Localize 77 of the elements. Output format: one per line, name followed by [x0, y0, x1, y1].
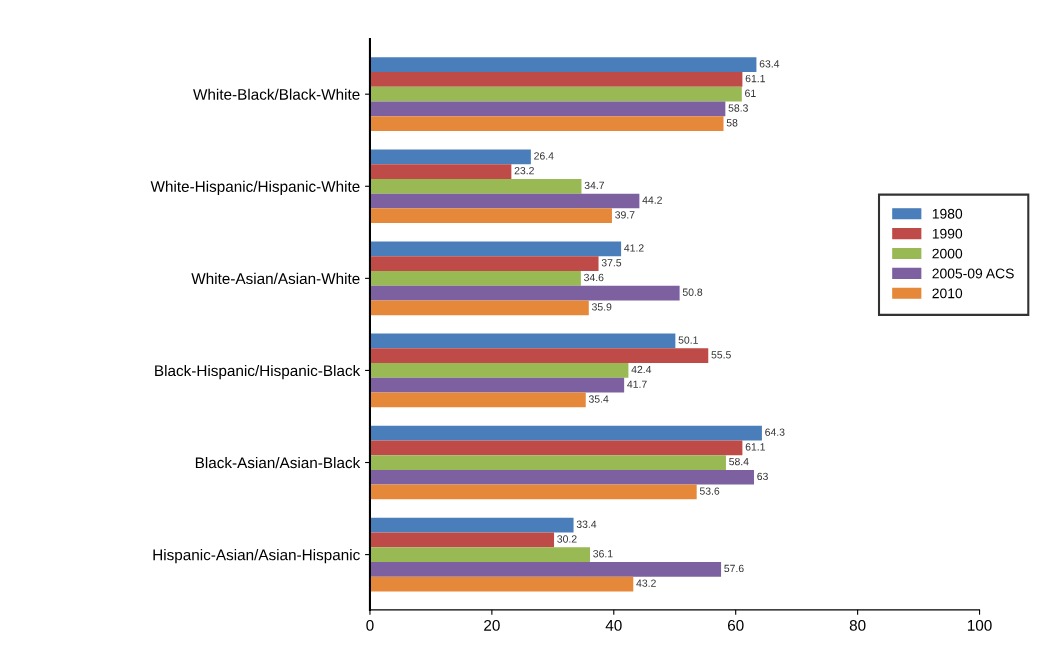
data-label: 35.4	[588, 395, 609, 403]
bar	[369, 57, 757, 73]
x-tick-label: 60	[727, 619, 744, 631]
data-label: 63	[757, 472, 768, 481]
bar	[369, 193, 640, 209]
bar	[369, 469, 754, 485]
data-label: 61	[745, 89, 756, 97]
bar	[369, 532, 555, 548]
bar	[369, 547, 591, 562]
bar	[369, 392, 586, 408]
data-label: 23.2	[514, 166, 534, 175]
legend-label: 2000	[932, 248, 963, 259]
data-label: 57.6	[724, 564, 744, 573]
data-label: 58	[726, 119, 738, 127]
data-label: 58.3	[728, 104, 748, 112]
data-label: 30.2	[557, 535, 577, 543]
data-label: 36.1	[593, 550, 613, 558]
bar	[369, 116, 724, 132]
bar	[369, 455, 726, 470]
bar	[369, 101, 726, 117]
data-label: 61.1	[745, 443, 765, 451]
bar	[369, 517, 574, 533]
bar	[369, 270, 581, 286]
bar	[369, 164, 512, 179]
data-label: 64.3	[765, 428, 785, 436]
x-tick-label: 40	[605, 619, 622, 631]
legend-label: 2010	[932, 288, 963, 299]
y-tick-label: White-Asian/Asian-White	[191, 272, 360, 285]
bar	[369, 72, 743, 87]
legend-label: 1980	[932, 208, 963, 219]
data-label: 53.6	[699, 487, 720, 495]
bar	[369, 440, 743, 456]
data-label: 63.4	[759, 60, 780, 68]
data-label: 37.5	[601, 259, 622, 267]
y-tick-label: Hispanic-Asian/Asian-Hispanic	[153, 549, 360, 564]
data-label: 55.5	[711, 351, 731, 359]
bar	[369, 285, 680, 301]
bar	[369, 86, 742, 102]
bar	[369, 149, 531, 165]
bar	[369, 425, 762, 441]
bar	[369, 348, 709, 364]
x-tick-label: 20	[484, 619, 500, 631]
data-label: 50.1	[678, 336, 698, 344]
bar	[369, 333, 676, 349]
bar	[369, 300, 589, 316]
y-tick-label: Black-Asian/Asian-Black	[195, 456, 361, 469]
data-label: 34.7	[584, 181, 604, 190]
data-label: 42.4	[631, 365, 652, 374]
data-label: 50.8	[682, 288, 703, 296]
bar	[369, 484, 697, 500]
bar	[369, 208, 612, 224]
legend-label: 2005-09 ACS	[932, 268, 1014, 279]
data-label: 26.4	[534, 152, 554, 160]
data-label: 39.7	[615, 211, 635, 219]
data-label: 43.2	[636, 579, 656, 587]
data-label: 33.4	[576, 520, 597, 528]
data-label: 41.2	[624, 244, 644, 252]
bar	[369, 561, 722, 577]
x-tick-label: 100	[967, 619, 992, 631]
bar	[369, 256, 599, 271]
data-label: 35.9	[591, 303, 612, 311]
bar	[369, 363, 629, 378]
data-label: 44.2	[642, 196, 662, 204]
y-tick-label: White-Hispanic/Hispanic-White	[150, 180, 360, 195]
x-tick-label: 80	[849, 619, 866, 631]
data-label: 41.7	[627, 380, 647, 388]
bar	[369, 377, 625, 393]
data-label: 34.6	[584, 273, 604, 282]
bar	[369, 576, 634, 592]
y-tick-label: White-Black/Black-White	[193, 88, 360, 100]
y-tick-label: Black-Hispanic/Hispanic-Black	[155, 364, 361, 380]
data-label: 58.4	[729, 457, 749, 466]
bar	[369, 178, 582, 194]
x-tick-label: 0	[366, 619, 374, 631]
bar	[369, 241, 622, 257]
legend-label: 1990	[932, 228, 963, 239]
data-label: 61.1	[745, 74, 765, 83]
